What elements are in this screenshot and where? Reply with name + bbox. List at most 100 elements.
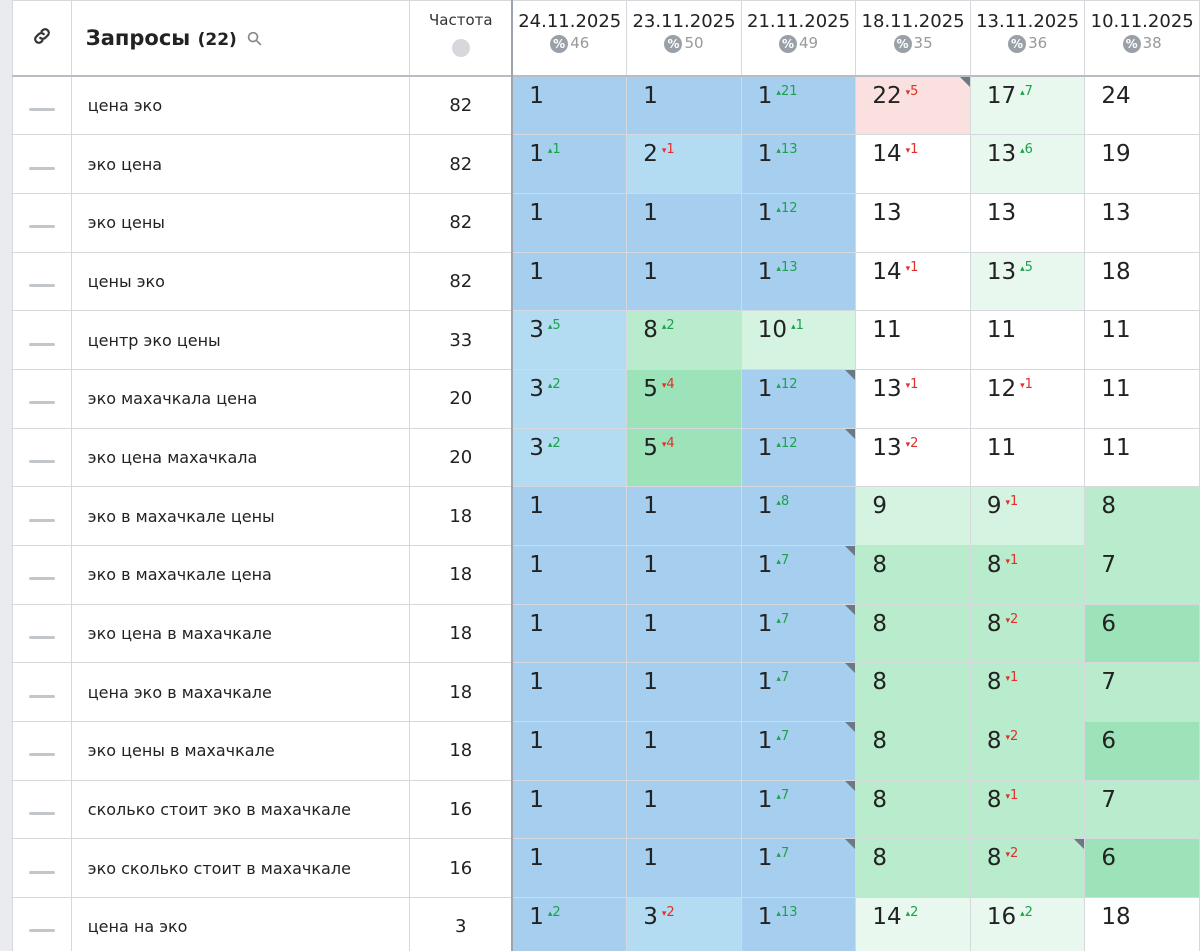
position-cell[interactable]: 17 ▴7 (969, 75, 1086, 136)
position-cell[interactable]: 13 (969, 192, 1086, 253)
corner-marker-icon[interactable] (845, 839, 855, 850)
position-cell[interactable]: 1 (511, 662, 628, 723)
position-cell[interactable]: 8 ▾2 (969, 603, 1086, 664)
position-cell[interactable]: 14 ▾1 (855, 251, 971, 312)
position-cell[interactable]: 1 ▴12 (740, 427, 857, 488)
position-cell[interactable]: 1 ▴1 (511, 134, 628, 194)
position-cell[interactable]: 1 (511, 251, 628, 312)
position-cell[interactable]: 13 ▾1 (855, 368, 971, 429)
position-cell[interactable]: 8 ▾2 (969, 838, 1086, 899)
position-cell[interactable]: 12 ▾1 (969, 368, 1086, 429)
position-cell[interactable]: 7 (1084, 779, 1200, 840)
table-row[interactable]: центр эко цены 33 3 ▴5 8 ▴2 10 ▴1 11 11 11 (12, 310, 1200, 370)
query-text[interactable]: сколько стоит эко в махачкале (70, 779, 411, 840)
link-icon[interactable] (12, 0, 72, 77)
position-cell[interactable]: 1 (511, 603, 628, 664)
row-handle[interactable] (12, 427, 72, 488)
position-cell[interactable]: 3 ▴2 (511, 368, 628, 429)
position-cell[interactable]: 8 (855, 838, 971, 899)
position-cell[interactable]: 8 ▾1 (969, 545, 1086, 605)
position-cell[interactable]: 1 ▴7 (740, 779, 857, 840)
table-row[interactable]: эко махачкала цена 20 3 ▴2 5 ▾4 1 ▴12 13 ▾1 12 ▾1 11 (12, 368, 1200, 429)
position-cell[interactable]: 1 ▴7 (740, 662, 857, 723)
position-cell[interactable]: 6 (1084, 838, 1200, 899)
row-handle[interactable] (12, 134, 72, 194)
position-cell[interactable]: 1 ▴13 (740, 897, 857, 951)
position-cell[interactable]: 7 (1084, 662, 1200, 723)
position-cell[interactable]: 3 ▴2 (511, 427, 628, 488)
date-column-header[interactable]: 21.11.2025 % 49 (740, 0, 857, 77)
position-cell[interactable]: 1 (511, 486, 628, 546)
date-column-header[interactable]: 18.11.2025 % 35 (855, 0, 971, 77)
position-cell[interactable]: 1 (511, 838, 628, 899)
row-handle[interactable] (12, 838, 72, 899)
position-cell[interactable]: 8 (855, 779, 971, 840)
corner-marker-icon[interactable] (845, 370, 855, 380)
row-handle[interactable] (12, 192, 72, 253)
position-cell[interactable]: 3 ▾2 (626, 897, 742, 951)
position-cell[interactable]: 1 ▴2 (511, 897, 628, 951)
position-cell[interactable]: 8 (855, 603, 971, 664)
corner-marker-icon[interactable] (845, 429, 855, 439)
position-cell[interactable]: 8 (855, 721, 971, 781)
position-cell[interactable]: 11 (1084, 368, 1200, 429)
position-cell[interactable]: 11 (969, 310, 1086, 370)
position-cell[interactable]: 22 ▾5 (855, 75, 971, 136)
position-cell[interactable]: 1 ▴7 (740, 721, 857, 781)
row-handle[interactable] (12, 251, 72, 312)
corner-marker-icon[interactable] (1074, 839, 1084, 850)
table-row[interactable]: эко в махачкале цена 18 1 1 1 ▴7 8 8 ▾1 7 (12, 545, 1200, 605)
position-cell[interactable]: 11 (855, 310, 971, 370)
position-cell[interactable]: 1 ▴7 (740, 603, 857, 664)
position-cell[interactable]: 1 ▴7 (740, 545, 857, 605)
position-cell[interactable]: 13 (1084, 192, 1200, 253)
corner-marker-icon[interactable] (845, 663, 855, 674)
position-cell[interactable]: 13 (855, 192, 971, 253)
position-cell[interactable]: 8 ▾1 (969, 662, 1086, 723)
position-cell[interactable]: 8 ▴2 (626, 310, 742, 370)
query-text[interactable]: эко в махачкале цена (70, 545, 411, 605)
position-cell[interactable]: 1 (626, 545, 742, 605)
date-column-header[interactable]: 13.11.2025 % 36 (969, 0, 1086, 77)
position-cell[interactable]: 10 ▴1 (740, 310, 857, 370)
frequency-header[interactable]: Частота (409, 0, 513, 77)
row-handle[interactable] (12, 897, 72, 951)
position-cell[interactable]: 1 (626, 662, 742, 723)
position-cell[interactable]: 5 ▾4 (626, 427, 742, 488)
query-text[interactable]: цена эко в махачкале (70, 662, 411, 723)
position-cell[interactable]: 1 (511, 192, 628, 253)
position-cell[interactable]: 8 ▾2 (969, 721, 1086, 781)
query-text[interactable]: цена эко (70, 75, 411, 136)
table-row[interactable]: сколько стоит эко в махачкале 16 1 1 1 ▴7 8 8 ▾1… (12, 779, 1200, 840)
position-cell[interactable]: 1 ▴21 (740, 75, 857, 136)
position-cell[interactable]: 7 (1084, 545, 1200, 605)
position-cell[interactable]: 1 (626, 721, 742, 781)
query-text[interactable]: эко цена (70, 134, 411, 194)
row-handle[interactable] (12, 721, 72, 781)
table-row[interactable]: цена эко 82 1 1 1 ▴21 22 ▾5 17 ▴7 24 (12, 75, 1200, 136)
corner-marker-icon[interactable] (845, 546, 855, 556)
query-text[interactable]: эко махачкала цена (70, 368, 411, 429)
row-handle[interactable] (12, 310, 72, 370)
date-column-header[interactable]: 24.11.2025 % 46 (511, 0, 628, 77)
position-cell[interactable]: 1 ▴12 (740, 368, 857, 429)
position-cell[interactable]: 1 ▴13 (740, 251, 857, 312)
position-cell[interactable]: 6 (1084, 721, 1200, 781)
position-cell[interactable]: 1 (626, 251, 742, 312)
table-row[interactable]: эко цена в махачкале 18 1 1 1 ▴7 8 8 ▾2 6 (12, 603, 1200, 664)
position-cell[interactable]: 13 ▾2 (855, 427, 971, 488)
position-cell[interactable]: 19 (1084, 134, 1200, 194)
position-cell[interactable]: 1 (626, 192, 742, 253)
table-row[interactable]: эко цены 82 1 1 1 ▴12 13 13 13 (12, 192, 1200, 253)
query-text[interactable]: эко в махачкале цены (70, 486, 411, 546)
row-handle[interactable] (12, 486, 72, 546)
table-row[interactable]: эко в махачкале цены 18 1 1 1 ▴8 9 9 ▾1 8 (12, 486, 1200, 546)
row-handle[interactable] (12, 368, 72, 429)
position-cell[interactable]: 8 (1084, 486, 1200, 546)
position-cell[interactable]: 1 (511, 779, 628, 840)
position-cell[interactable]: 24 (1084, 75, 1200, 136)
position-cell[interactable]: 14 ▴2 (855, 897, 971, 951)
query-text[interactable]: эко сколько стоит в махачкале (70, 838, 411, 899)
query-text[interactable]: цены эко (70, 251, 411, 312)
position-cell[interactable]: 1 (511, 75, 628, 136)
